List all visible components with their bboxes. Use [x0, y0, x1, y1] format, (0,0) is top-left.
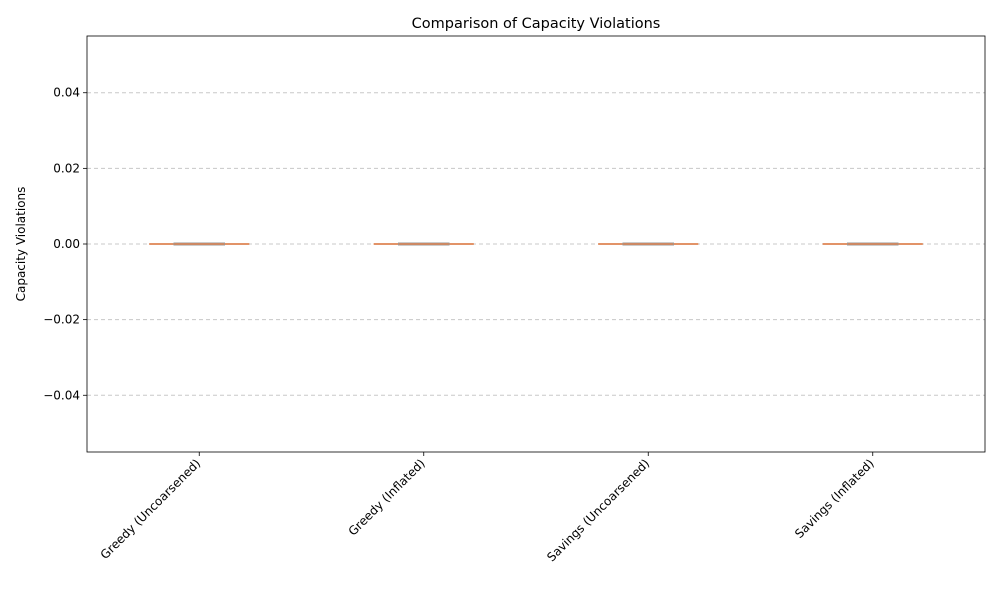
y-tick-label: 0.04 — [53, 86, 80, 100]
y-tick-label: 0.00 — [53, 237, 80, 251]
box-group — [373, 242, 474, 246]
y-axis-title: Capacity Violations — [14, 187, 28, 302]
box-group — [149, 242, 250, 246]
x-tick-label: Greedy (Uncoarsened) — [98, 456, 204, 562]
y-tick-label: −0.04 — [43, 388, 80, 402]
y-axis-ticks: −0.04 −0.02 0.00 0.02 0.04 — [43, 86, 87, 402]
x-tick-label: Greedy (Inflated) — [346, 456, 428, 538]
x-tick-label: Savings (Inflated) — [792, 456, 877, 541]
box-group — [822, 242, 923, 246]
y-tick-label: 0.02 — [53, 161, 80, 175]
y-tick-label: −0.02 — [43, 313, 80, 327]
boxes — [149, 242, 923, 246]
plot-area-frame — [86, 35, 986, 453]
x-axis-ticks: Greedy (Uncoarsened) Greedy (Inflated) Sav… — [98, 452, 877, 564]
x-tick-label: Savings (Uncoarsened) — [544, 456, 652, 564]
chart-title: Comparison of Capacity Violations — [412, 16, 661, 32]
box-group — [598, 242, 699, 246]
